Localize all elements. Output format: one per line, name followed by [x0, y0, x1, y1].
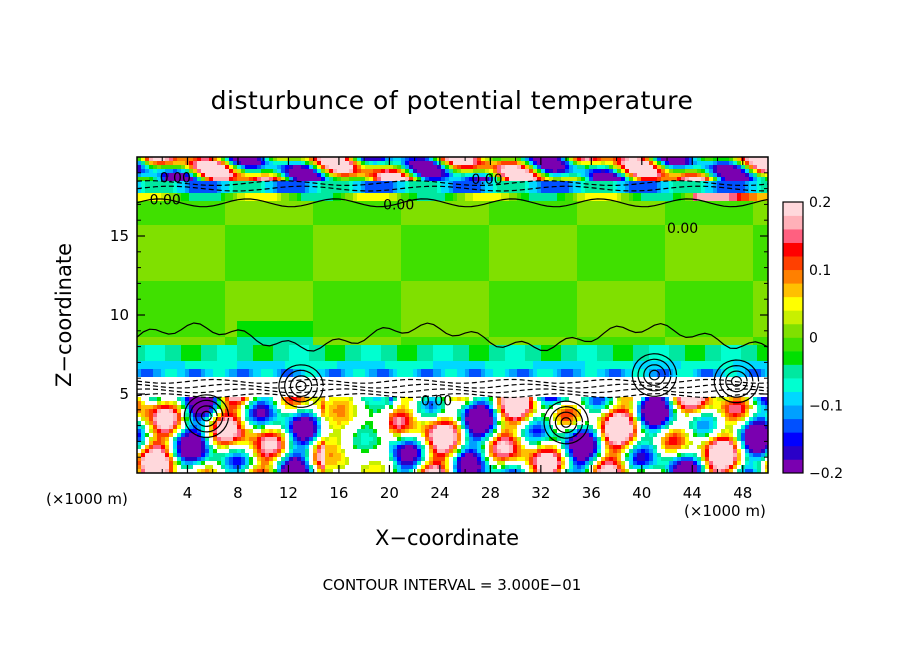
colorbar-frame [782, 201, 804, 474]
x-axis: 4 8 12 16 20 24 28 32 36 40 44 48 [161, 157, 752, 502]
contour-labels: 0.00 0.00 0.00 0.00 0.00 0.00 [150, 171, 699, 410]
contour-label: 0.00 [150, 193, 181, 209]
y-tick-label: 15 [110, 227, 129, 245]
colorbar-swatch [783, 269, 803, 284]
colorbar-tick-label: −0.2 [809, 466, 843, 482]
x-tick-label: 48 [733, 484, 752, 502]
contour-label: 0.00 [383, 197, 414, 213]
colorbar-swatch [783, 242, 803, 257]
colorbar-swatch [783, 432, 803, 447]
contour-label: 0.00 [471, 172, 502, 188]
contour-label: 0.00 [421, 393, 452, 409]
colorbar-tick-label: 0.1 [809, 263, 831, 279]
colorbar-swatch [783, 229, 803, 243]
x-tick-label: 40 [632, 484, 651, 502]
colorbar-tick-label: 0.2 [809, 195, 831, 211]
x-unit-label: (×1000 m) [684, 502, 766, 520]
x-tick-label: 32 [531, 484, 550, 502]
colorbar-swatch [783, 296, 803, 311]
colorbar-swatch [783, 283, 803, 298]
y-tick-label: 5 [119, 385, 129, 403]
colorbar: 0.2 0.1 0 −0.1 −0.2 [782, 195, 843, 482]
y-axis: 5 10 15 [110, 172, 768, 458]
contour-label: 0.00 [160, 171, 191, 187]
colorbar-tick-label: −0.1 [809, 398, 843, 414]
colorbar-swatch [783, 378, 803, 392]
x-tick-label: 20 [380, 484, 399, 502]
chart-title: disturbunce of potential temperature [210, 86, 694, 115]
y-unit-label: (×1000 m) [46, 490, 128, 508]
colorbar-swatch [783, 215, 803, 230]
colorbar-swatch [783, 256, 803, 271]
x-tick-label: 8 [233, 484, 243, 502]
x-tick-label: 12 [279, 484, 298, 502]
contour-interval-note: CONTOUR INTERVAL = 3.000E−01 [322, 576, 582, 594]
colorbar-swatch [783, 310, 803, 325]
colorbar-swatch [783, 445, 803, 460]
colorbar-swatch [783, 405, 803, 420]
colorbar-swatch [783, 351, 803, 365]
x-tick-label: 24 [430, 484, 449, 502]
heatmap-field [137, 157, 768, 473]
colorbar-swatch [783, 459, 803, 474]
colorbar-swatch [783, 391, 803, 406]
x-tick-label: 44 [683, 484, 702, 502]
colorbar-swatch [783, 364, 803, 379]
y-tick-label: 10 [110, 306, 129, 324]
colorbar-swatch [783, 202, 803, 216]
x-tick-label: 28 [481, 484, 500, 502]
colorbar-swatch [783, 337, 803, 352]
x-tick-label: 4 [183, 484, 193, 502]
y-axis-label: Z−coordinate [52, 243, 76, 387]
x-tick-label: 36 [582, 484, 601, 502]
colorbar-swatch [783, 418, 803, 433]
contour-lines [137, 180, 768, 445]
colorbar-tick-label: 0 [809, 331, 818, 347]
x-tick-label: 16 [329, 484, 348, 502]
x-axis-label: X−coordinate [375, 526, 519, 550]
colorbar-swatch [783, 323, 803, 338]
contour-label: 0.00 [667, 221, 698, 237]
